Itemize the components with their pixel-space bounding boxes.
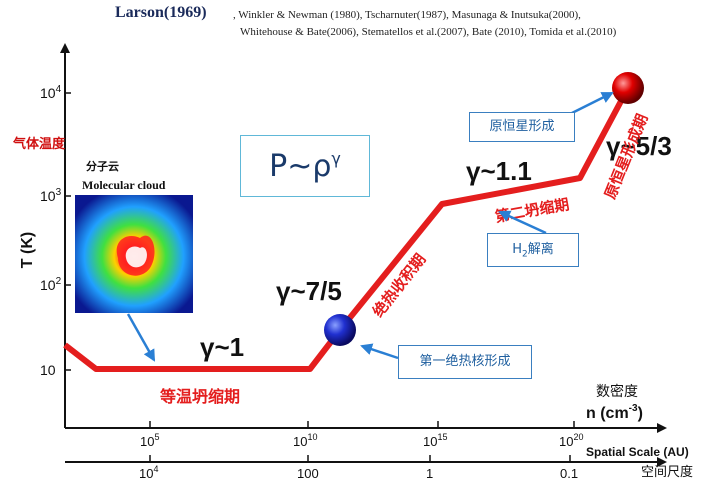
protostar-box: 原恒星形成 [469, 112, 575, 142]
x-axis-label: n (cm-3) [586, 403, 643, 422]
y-tick-label: 10 [40, 362, 56, 378]
molecular-cloud-image [75, 195, 193, 313]
x-tick-label: 105 [140, 432, 159, 449]
formula-exponent: γ [331, 148, 341, 168]
formula-text: P~ρ [269, 148, 332, 184]
y-axis-label: T (K) [19, 232, 36, 268]
cloud-pointer-arrow [126, 313, 156, 362]
formula-box: P~ρ γ [240, 135, 370, 197]
references-line-1: , Winkler & Newman (1980), Tscharnuter(1… [233, 9, 581, 21]
first-core-pointer-arrow [360, 343, 399, 360]
h2-rest-text: 解离 [527, 242, 554, 257]
h2-dissociation-box: H2解离 [487, 233, 579, 267]
h2-text: H [512, 242, 523, 257]
y-tick-label: 102 [40, 276, 62, 293]
x-tick-label: 1015 [423, 432, 447, 449]
x-tick-label: 1020 [559, 432, 583, 449]
x-tick-label: 1010 [293, 432, 317, 449]
gamma-label: γ~5/3 [606, 131, 672, 161]
first-core-marker [324, 314, 356, 346]
h2-pointer-arrow [498, 210, 547, 235]
header-title: Larson(1969) [115, 4, 207, 21]
scale-tick-label: 104 [139, 464, 158, 481]
scale-axis-label-cn: 空间尺度 [641, 464, 693, 480]
gamma-label: γ~1 [200, 332, 244, 362]
y-tick-label: 104 [40, 84, 62, 101]
gamma-label: γ~1.1 [466, 156, 532, 186]
y-axis-label-cn: 气体温度 [13, 136, 66, 152]
protostar-marker [612, 72, 644, 104]
h2-subscript: 2 [522, 249, 528, 260]
gamma-label: γ~7/5 [276, 276, 342, 306]
scale-axis-label: Spatial Scale (AU) [586, 445, 689, 459]
scale-tick-label: 100 [297, 466, 319, 481]
phase-label: 第二坍缩期 [494, 195, 571, 226]
protostar-pointer-arrow [569, 91, 614, 116]
cloud-label: Molecular cloud [82, 178, 166, 192]
references-line-2: Whitehouse & Bate(2006), Stematellos et … [240, 26, 617, 38]
x-axis-label-cn: 数密度 [596, 383, 638, 400]
phase-label: 等温坍缩期 [159, 387, 240, 406]
cloud-label-cn: 分子云 [86, 159, 119, 173]
scale-tick-label: 0.1 [560, 466, 578, 481]
scale-tick-label: 1 [426, 466, 433, 481]
y-tick-label: 103 [40, 187, 62, 204]
first-core-box: 第一绝热核形成 [398, 345, 532, 379]
